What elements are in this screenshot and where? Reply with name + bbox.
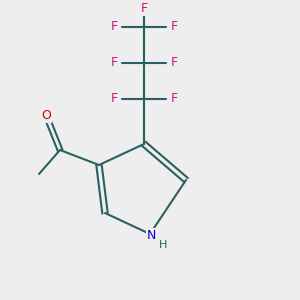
Text: F: F — [110, 20, 118, 34]
Text: F: F — [110, 92, 118, 106]
Text: F: F — [110, 56, 118, 70]
Text: H: H — [159, 240, 168, 250]
Text: F: F — [170, 56, 178, 70]
Text: F: F — [140, 2, 148, 16]
Text: F: F — [170, 92, 178, 106]
Text: F: F — [170, 20, 178, 34]
Text: N: N — [147, 229, 156, 242]
Text: O: O — [42, 109, 51, 122]
